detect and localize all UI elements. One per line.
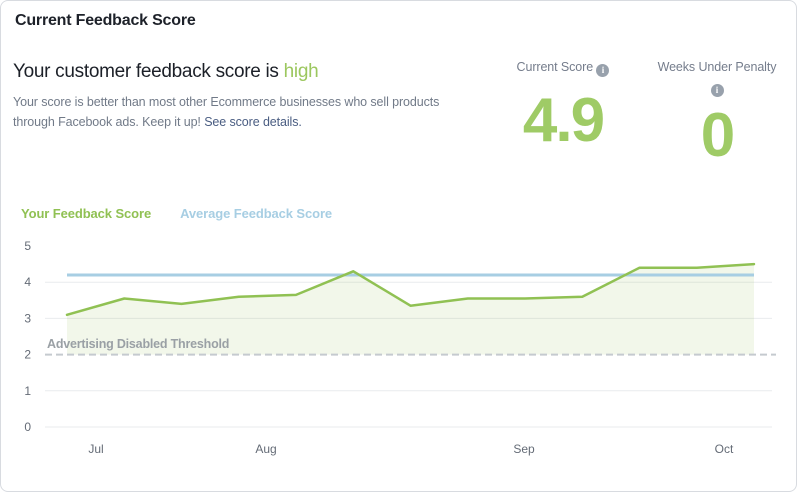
svg-text:5: 5 bbox=[24, 239, 31, 253]
current-score-label: Current Score bbox=[493, 59, 633, 77]
description-text: Your score is better than most other Eco… bbox=[13, 95, 440, 129]
svg-text:Sep: Sep bbox=[513, 442, 535, 456]
info-icon[interactable] bbox=[596, 64, 610, 77]
feedback-score-line-chart: Advertising Disabled Threshold 5 4 3 2 1 0 Jul A… bbox=[24, 239, 776, 456]
info-icon[interactable] bbox=[710, 84, 724, 97]
svg-text:Aug: Aug bbox=[255, 442, 276, 456]
current-score-metric: Current Score 4.9 bbox=[493, 59, 633, 152]
weeks-under-penalty-value: 0 bbox=[700, 101, 735, 170]
weeks-under-penalty-label: Weeks Under Penalty bbox=[657, 60, 777, 74]
headline: Your customer feedback score is high bbox=[13, 61, 319, 83]
current-score-value: 4.9 bbox=[522, 86, 605, 155]
headline-text: Your customer feedback score is bbox=[13, 61, 279, 82]
svg-text:Oct: Oct bbox=[715, 442, 734, 456]
description: Your score is better than most other Eco… bbox=[13, 93, 465, 132]
card-title: Current Feedback Score bbox=[15, 12, 196, 29]
svg-text:0: 0 bbox=[24, 420, 31, 434]
chart-legend: Your Feedback Score Average Feedback Sco… bbox=[21, 206, 358, 221]
svg-text:3: 3 bbox=[24, 311, 31, 325]
svg-text:2: 2 bbox=[24, 348, 31, 362]
legend-average-feedback-score[interactable]: Average Feedback Score bbox=[180, 206, 333, 221]
headline-status-high: high bbox=[283, 61, 319, 82]
svg-text:Advertising Disabled Threshold: Advertising Disabled Threshold bbox=[47, 337, 229, 351]
see-score-details-link[interactable]: See score details. bbox=[204, 114, 302, 129]
svg-text:1: 1 bbox=[24, 384, 31, 398]
svg-text:Jul: Jul bbox=[88, 442, 103, 456]
info-icon-row bbox=[647, 78, 787, 97]
legend-your-feedback-score[interactable]: Your Feedback Score bbox=[21, 206, 152, 221]
weeks-under-penalty-metric: Weeks Under Penalty 0 bbox=[647, 59, 787, 167]
svg-text:4: 4 bbox=[24, 275, 31, 289]
